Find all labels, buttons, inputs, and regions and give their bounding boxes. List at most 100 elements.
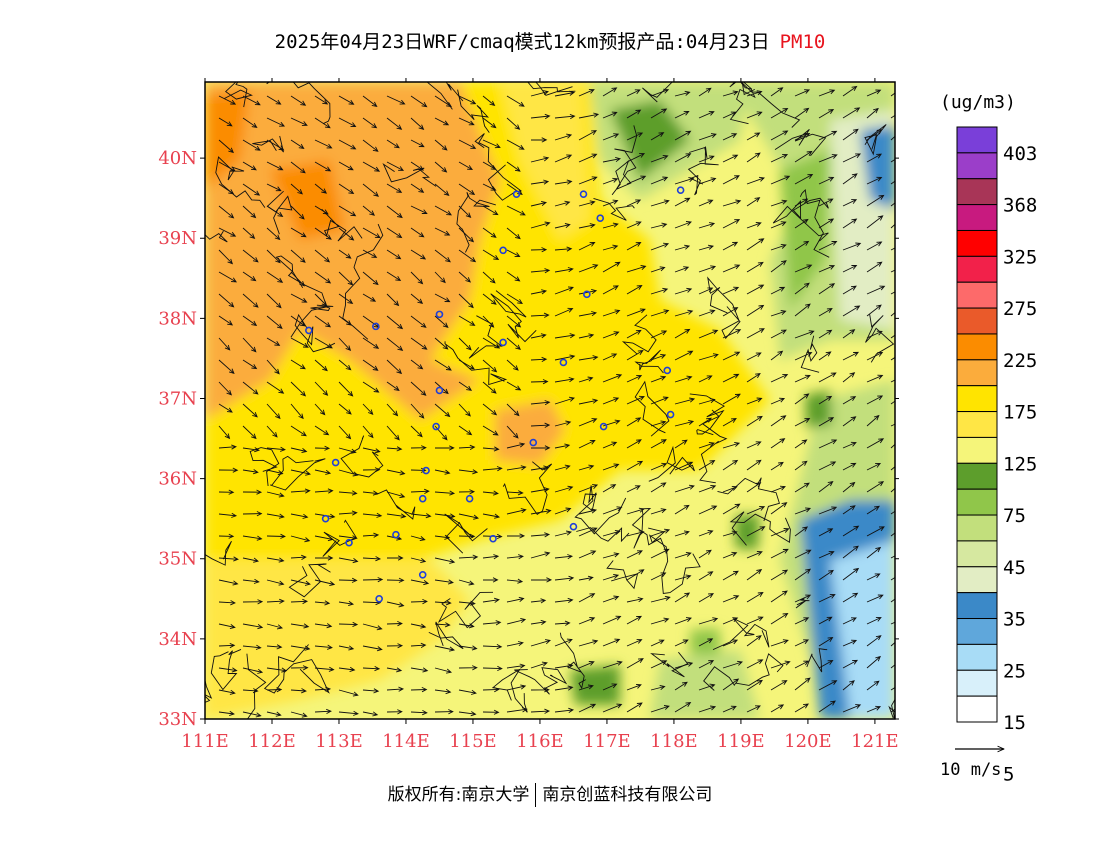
wind-arrow — [338, 645, 355, 651]
wind-arrow — [842, 329, 856, 339]
wind-arrow — [386, 249, 402, 260]
wind-arrow — [818, 241, 838, 251]
wind-arrow — [434, 557, 456, 564]
wind-arrow — [698, 705, 717, 713]
wind-arrow — [410, 95, 428, 108]
wind-arrow — [674, 530, 690, 537]
wind-arrow — [386, 337, 404, 351]
wind-arrow — [770, 569, 789, 581]
colorbar-swatch — [956, 462, 998, 490]
wind-arrow — [482, 665, 503, 672]
wind-arrow — [530, 90, 550, 97]
wind-arrow — [746, 90, 763, 97]
wind-arrow — [578, 223, 596, 229]
wind-arrow — [218, 667, 238, 673]
wind-arrow — [458, 95, 477, 105]
wind-arrow — [554, 575, 575, 581]
colorbar-swatch — [956, 592, 998, 620]
wind-arrow — [602, 703, 623, 713]
wind-arrow — [722, 90, 739, 97]
wind-arrow — [890, 291, 895, 295]
wind-arrow — [218, 467, 239, 473]
wind-arrow — [602, 683, 618, 691]
wind-arrow — [866, 153, 882, 163]
wind-arrow — [698, 244, 715, 251]
boundary-line — [774, 129, 827, 157]
wind-arrow — [266, 644, 283, 650]
colorbar-label: 25 — [1003, 660, 1026, 682]
wind-arrow — [434, 579, 454, 585]
wind-arrow — [818, 351, 832, 361]
wind-arrow — [410, 117, 425, 130]
wind-arrow — [218, 689, 236, 695]
wind-arrow — [314, 708, 332, 714]
boundary-line — [252, 135, 284, 153]
wind-arrow — [362, 577, 384, 583]
colorbar-label: 75 — [1003, 505, 1026, 527]
wind-arrow — [242, 161, 257, 171]
wind-arrow — [770, 286, 786, 295]
wind-arrow — [434, 139, 448, 151]
colorbar: 403 368 325 275 225 175 125 75 45 35 25 15 5 — [956, 126, 1037, 786]
wind-arrow — [386, 577, 405, 583]
wind-arrow — [650, 222, 668, 229]
wind-arrow — [242, 293, 259, 308]
wind-arrow — [698, 133, 717, 141]
wind-arrow — [506, 596, 525, 603]
wind-arrow — [266, 337, 281, 346]
wind-arrow — [866, 285, 886, 295]
wind-arrow — [674, 484, 695, 493]
wind-arrow — [266, 533, 286, 539]
wind-arrow — [746, 111, 763, 119]
wind-arrow — [818, 680, 838, 691]
wind-arrow — [818, 218, 835, 229]
wind-arrow — [578, 508, 598, 515]
boundary-line — [426, 82, 464, 110]
wind-arrow — [482, 446, 500, 452]
x-tick-label: 117E — [583, 731, 631, 752]
wind-arrow — [866, 546, 882, 559]
wind-arrow — [626, 485, 641, 493]
x-tick-label: 121E — [851, 731, 899, 752]
wind-arrow — [410, 249, 427, 260]
x-tick-label: 112E — [248, 731, 296, 752]
wind-arrow — [866, 616, 882, 625]
wind-arrow — [626, 89, 641, 97]
wind-arrow — [770, 639, 789, 647]
wind-arrow — [338, 95, 355, 105]
wind-arrow — [770, 107, 789, 119]
wind-arrow — [626, 175, 647, 185]
wind-arrow — [890, 443, 895, 449]
wind-arrow — [818, 439, 838, 449]
city-marker — [345, 538, 353, 547]
wind-arrow — [818, 395, 833, 405]
wind-arrow — [842, 265, 858, 273]
wind-arrow — [554, 354, 576, 361]
wind-arrow — [218, 161, 236, 172]
wind-arrow — [698, 375, 713, 383]
colorbar-swatch — [956, 540, 998, 568]
boundary-line — [491, 668, 528, 713]
wind-arrow — [530, 639, 551, 647]
wind-arrow — [818, 569, 834, 581]
city-marker — [331, 458, 340, 467]
y-axis: 40N 39N 38N 37N 36N 35N 34N 33N — [158, 148, 899, 730]
wind-arrow — [266, 491, 285, 498]
colorbar-swatch — [956, 178, 998, 206]
colorbar-swatch — [956, 229, 998, 257]
wind-arrow — [242, 183, 261, 196]
wind-arrow — [218, 642, 236, 649]
wind-arrow — [578, 376, 594, 383]
wind-arrow — [338, 425, 352, 440]
wind-arrow — [842, 441, 857, 449]
wind-arrow — [770, 153, 789, 163]
wind-arrow — [242, 557, 259, 563]
x-axis: 111E 112E 113E 114E 115E 116E 117E 118E 119E 120E… — [181, 78, 899, 752]
boundary-line — [490, 290, 537, 343]
wind-arrow — [506, 293, 523, 304]
wind-arrow — [842, 396, 857, 405]
wind-arrow — [434, 513, 456, 519]
wind-arrow — [890, 379, 895, 383]
wind-arrow — [266, 249, 281, 264]
wind-arrow — [386, 95, 406, 105]
